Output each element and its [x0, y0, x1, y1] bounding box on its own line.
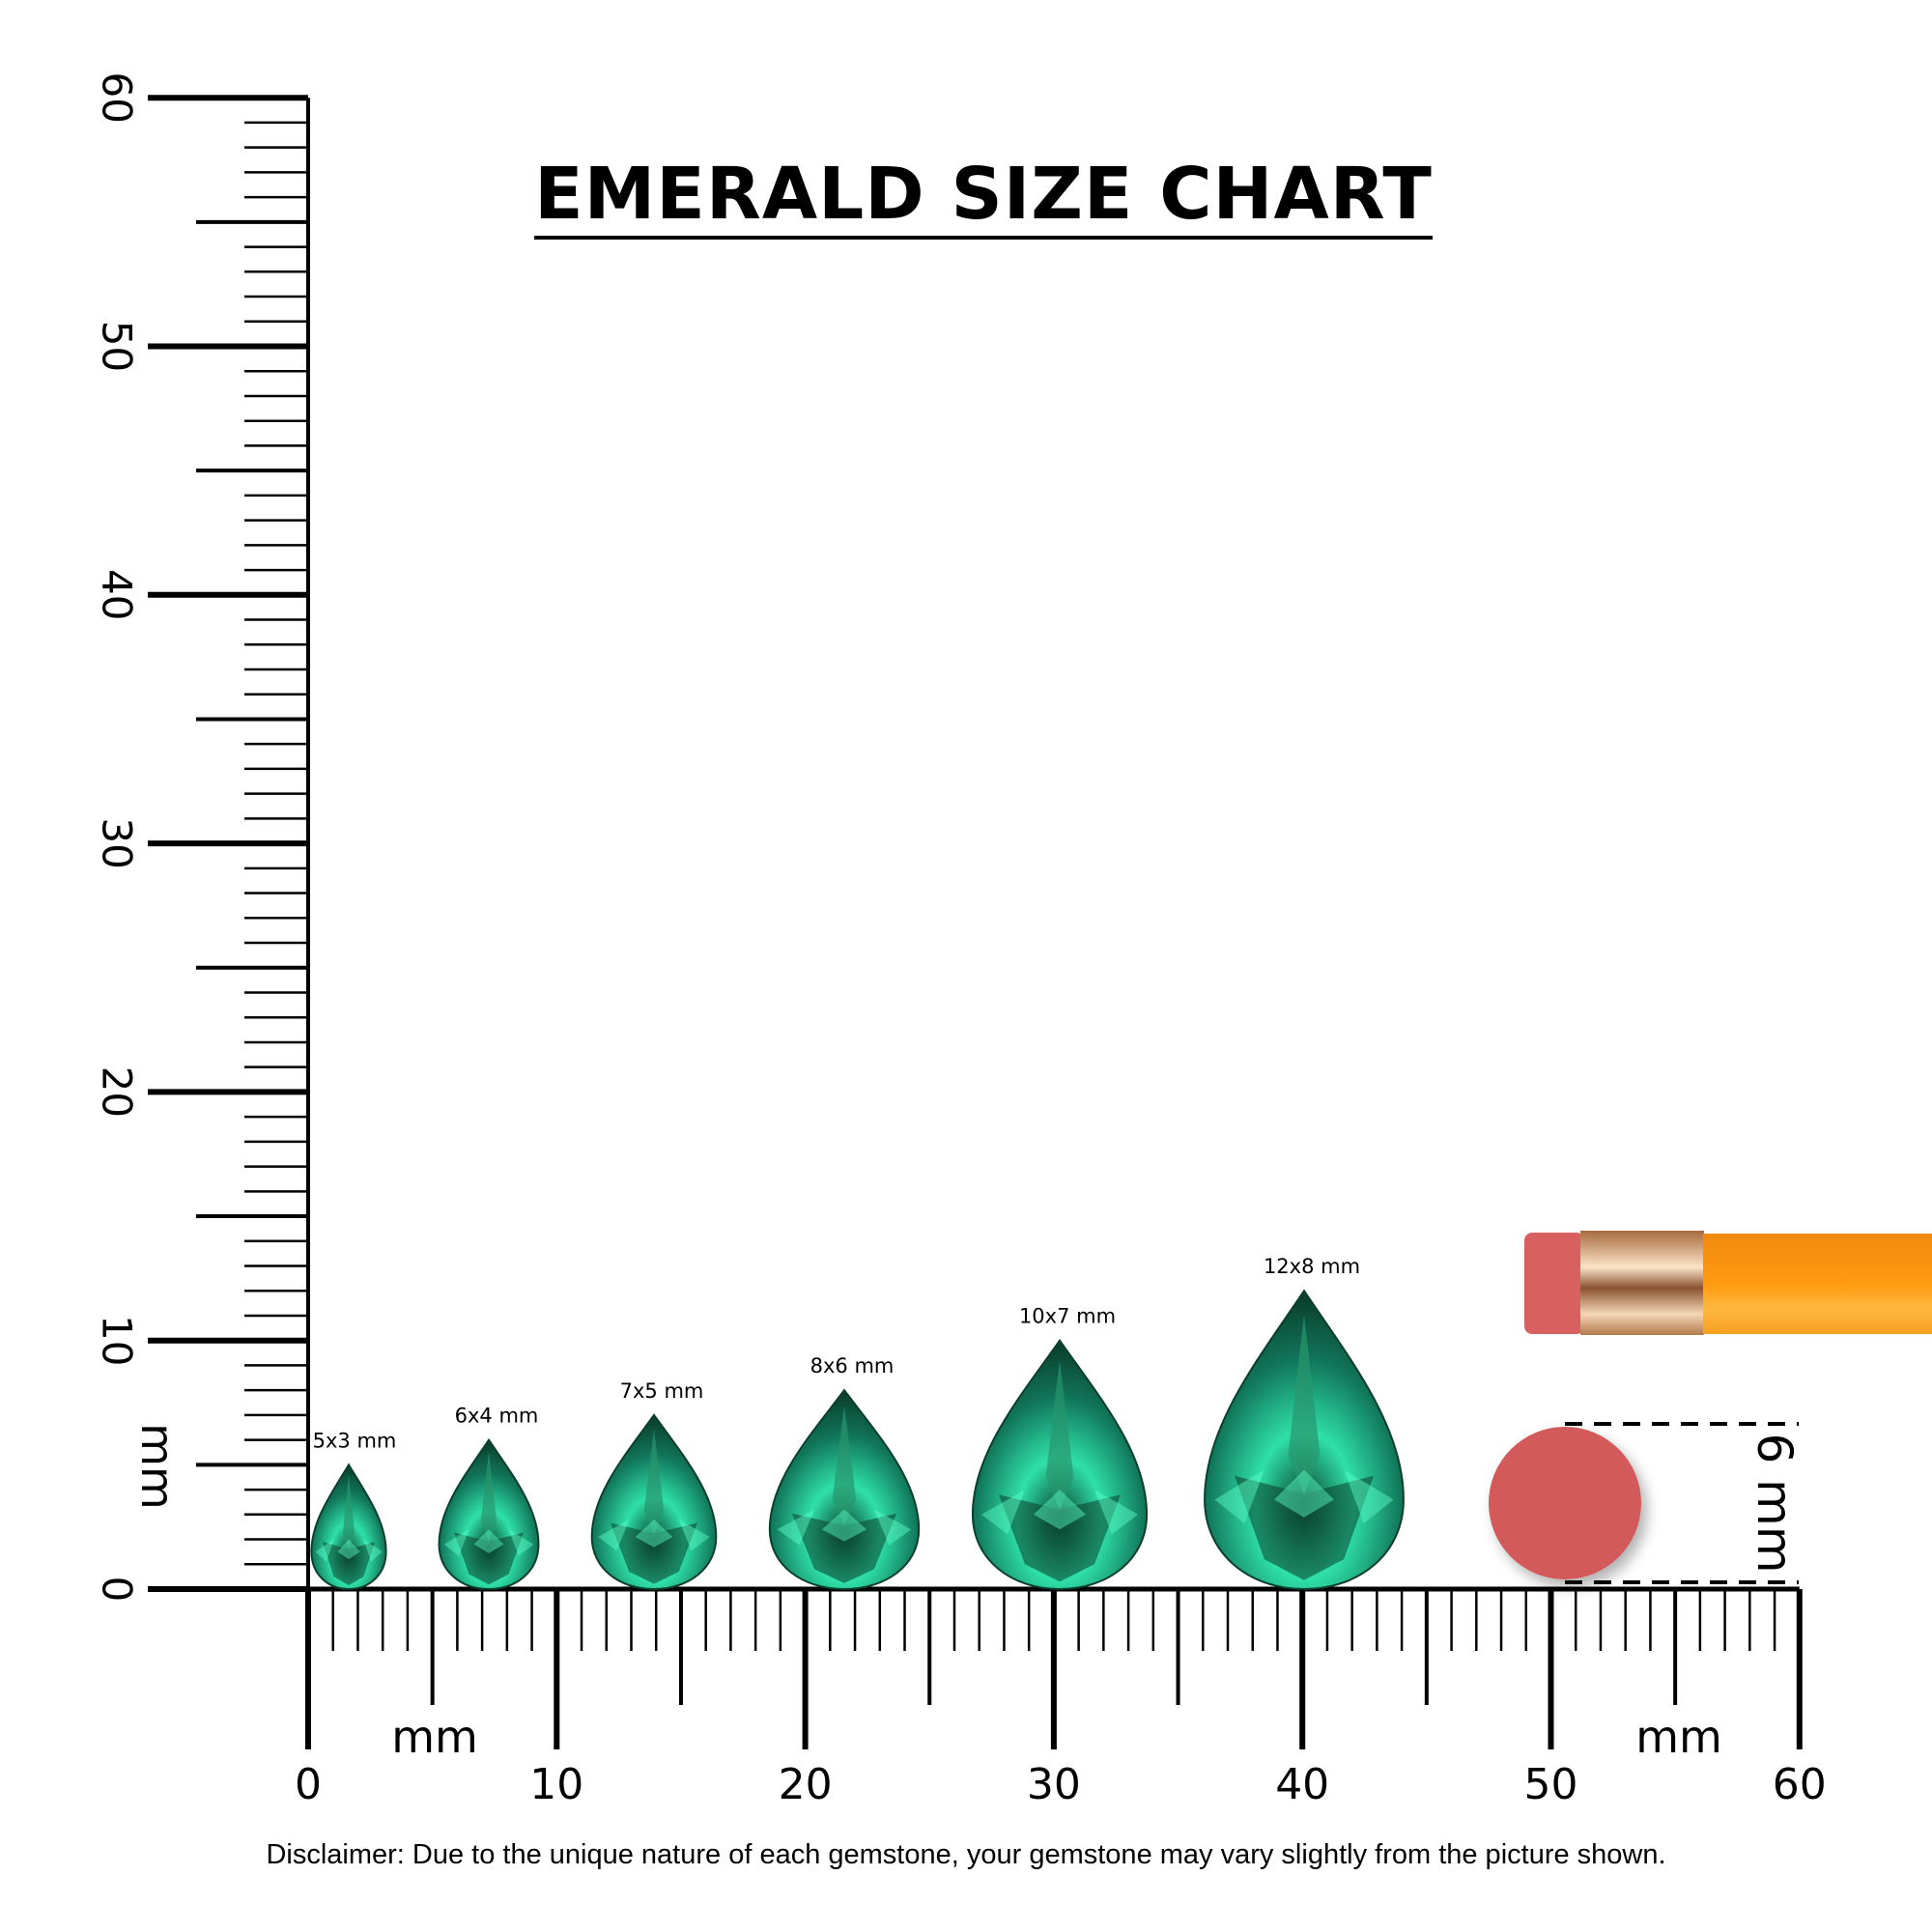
horizontal-tick-label: 20: [779, 1760, 833, 1809]
vertical-ruler: 0 10 20 30 40 50 60: [94, 71, 310, 1603]
horizontal-tick-label: 10: [529, 1760, 583, 1809]
pencil-eraser: [1524, 1233, 1584, 1334]
horizontal-tick-label: 30: [1027, 1760, 1081, 1809]
page-title: EMERALD SIZE CHART: [0, 153, 1932, 240]
vertical-tick-label: 50: [94, 321, 141, 372]
horizontal-unit-label-left: mm: [391, 1711, 478, 1763]
gem-facet: [1288, 1314, 1321, 1494]
gem-row: 5x3 mm 6x4 mm 7x5 mm 8x6 mm 10x7 mm 12x8 mm: [310, 1255, 1405, 1591]
gem: [768, 1388, 921, 1591]
title-text: EMERALD SIZE CHART: [534, 153, 1433, 240]
gem: [438, 1437, 540, 1590]
gem-facet: [598, 1519, 710, 1551]
gem-size-label: 12x8 mm: [1264, 1255, 1360, 1278]
vertical-tick-label: 10: [94, 1315, 141, 1366]
horizontal-tick-label: 50: [1524, 1760, 1578, 1809]
horizontal-ruler: 0 10 20 30 40 50 60: [295, 1586, 1827, 1809]
horizontal-unit-label-right: mm: [1635, 1711, 1722, 1763]
pencil: [1524, 1231, 1932, 1335]
horizontal-tick-label: 0: [295, 1760, 322, 1809]
vertical-tick-label: 20: [94, 1066, 141, 1118]
gem-facet: [453, 1532, 525, 1585]
gem-size-label: 5x3 mm: [313, 1429, 397, 1452]
gem: [310, 1463, 387, 1590]
eraser-disc: [1489, 1427, 1641, 1579]
vertical-tick-label: 60: [94, 71, 141, 123]
gem: [971, 1338, 1149, 1590]
gem-facet: [832, 1406, 857, 1526]
gem-facet: [443, 1529, 534, 1557]
horizontal-tick-label: 40: [1275, 1760, 1329, 1809]
pencil-ferrule: [1580, 1231, 1704, 1335]
gem-facet: [1045, 1360, 1074, 1510]
gem-facet: [791, 1513, 897, 1583]
gem-facet: [1214, 1469, 1394, 1524]
gem-facet: [980, 1490, 1139, 1535]
pencil-body: [1703, 1234, 1932, 1334]
gem-facet: [777, 1509, 912, 1546]
gem-facet: [480, 1451, 497, 1542]
vertical-tick-label: 30: [94, 817, 141, 868]
gem-facet: [342, 1474, 355, 1549]
gem-facet: [315, 1539, 383, 1562]
gem-facet: [643, 1429, 665, 1534]
vertical-unit-label: mm: [131, 1423, 184, 1510]
gem-size-label: 7x5 mm: [620, 1379, 704, 1403]
gem-size-label: 10x7 mm: [1019, 1305, 1116, 1328]
gem-facet: [1234, 1475, 1375, 1580]
gem-facet: [322, 1542, 376, 1586]
vertical-tick-label: 40: [94, 569, 141, 620]
gem-facet: [610, 1522, 698, 1584]
disclaimer: Disclaimer: Due to the unique nature of …: [266, 1839, 1666, 1870]
gem-size-label: 8x6 mm: [810, 1354, 895, 1378]
vertical-tick-label: 0: [94, 1577, 141, 1603]
reference-label: 6 mm: [1747, 1433, 1803, 1573]
gem-size-label: 6x4 mm: [455, 1405, 539, 1428]
gem: [590, 1413, 718, 1591]
gem: [1204, 1289, 1405, 1590]
gem-facet: [998, 1494, 1122, 1582]
horizontal-tick-label: 60: [1773, 1760, 1827, 1809]
